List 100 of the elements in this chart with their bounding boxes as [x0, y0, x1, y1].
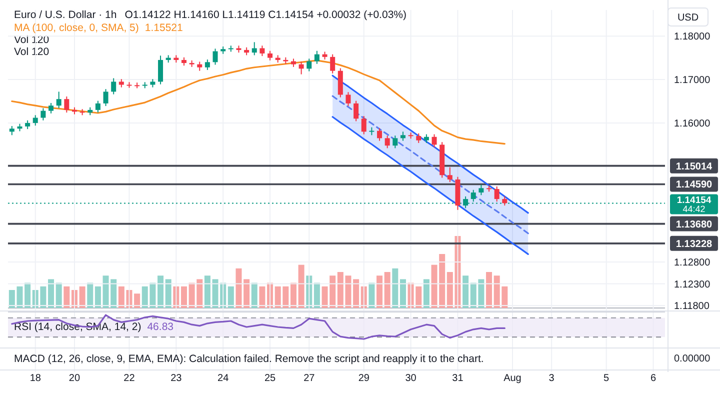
ref-line-label: 1.15014	[676, 161, 713, 172]
bar	[423, 279, 430, 308]
bar	[48, 279, 54, 308]
chart-subtitle: O1.14122 H1.14160 L1.14119 C1.14154 +0.00032 (+0.03%)	[124, 9, 406, 21]
candlestick	[392, 135, 398, 149]
bar	[244, 279, 250, 308]
text: 44:42	[682, 204, 706, 214]
bar	[298, 264, 304, 308]
bar	[392, 268, 398, 308]
y-tick-label: 1.17000	[674, 75, 711, 86]
bar	[158, 276, 164, 308]
candlestick	[346, 92, 351, 107]
candlestick	[502, 196, 508, 206]
x-tick-label: 27	[304, 373, 316, 384]
candlestick	[416, 132, 422, 144]
candlestick	[268, 50, 273, 61]
y-tick-label: 1.11800	[674, 300, 710, 312]
x-tick-label: 29	[358, 373, 370, 384]
text: MA (100, close, 0, SMA, 5)	[14, 22, 139, 34]
ref-line-label: 1.13228	[676, 238, 713, 250]
candlestick	[40, 108, 46, 121]
bar	[236, 268, 242, 308]
x-tick-label: 24	[218, 373, 230, 384]
candlestick	[204, 59, 210, 70]
y-tick-label: 1.16000	[674, 118, 711, 130]
bar	[165, 279, 172, 308]
candlestick	[432, 134, 437, 148]
bar	[204, 276, 210, 308]
x-tick-label: 23	[170, 373, 182, 384]
candlestick	[9, 126, 14, 136]
bar	[94, 286, 101, 308]
x-tick-label: 6	[650, 373, 656, 384]
annotation: Vol 120	[14, 46, 50, 58]
candlestick	[354, 100, 359, 122]
bar	[486, 272, 492, 308]
candlestick	[64, 96, 70, 114]
bar	[400, 279, 406, 308]
bar	[259, 286, 266, 308]
candlestick	[400, 131, 406, 142]
y-tick-label: 1.12800	[674, 258, 711, 269]
x-tick-label: 25	[264, 373, 276, 384]
text: MACD (12, 26, close, 9, EMA, EMA): Calculation failed. Remove the script and reapply it to the chart.	[14, 353, 484, 365]
text: 0.00000	[674, 354, 711, 364]
candlestick	[212, 48, 218, 66]
bar	[462, 276, 469, 308]
bar	[251, 282, 258, 308]
candlestick	[330, 54, 336, 74]
candlestick	[260, 45, 265, 57]
candlestick	[32, 114, 38, 126]
bar	[56, 282, 62, 308]
x-tick-label: 18	[30, 373, 42, 384]
candlestick	[103, 88, 108, 107]
bar	[87, 282, 94, 308]
candlestick	[48, 102, 54, 114]
text: USD	[677, 12, 699, 24]
line-series	[332, 74, 529, 214]
candlestick	[252, 42, 257, 56]
bar	[368, 282, 375, 308]
bar	[384, 272, 390, 308]
ref-line-label: 1.13680	[676, 219, 713, 230]
y-tick-label: 1.18000	[674, 32, 711, 43]
candlestick	[377, 128, 382, 142]
line-series	[332, 95, 529, 234]
bar	[290, 282, 296, 308]
bar	[228, 286, 234, 308]
y-tick-label: 1.12300	[674, 279, 711, 290]
candlestick	[95, 100, 100, 114]
annotation: 46.83	[147, 321, 174, 333]
x-tick-label: 30	[405, 373, 417, 384]
candlestick	[56, 91, 62, 109]
bar	[64, 286, 70, 308]
bar	[314, 282, 320, 308]
bar	[134, 294, 140, 308]
candlestick	[111, 78, 116, 95]
candlestick	[197, 61, 202, 72]
bar	[353, 279, 360, 308]
candlestick	[298, 61, 304, 75]
x-tick-label: 20	[68, 373, 80, 384]
candlestick	[361, 116, 366, 135]
line-series	[332, 116, 529, 256]
x-tick-label: 22	[124, 373, 136, 384]
bar	[24, 282, 31, 308]
x-tick-label: 5	[604, 373, 610, 384]
candlestick	[478, 184, 484, 196]
x-tick-label: 31	[452, 373, 464, 384]
x-tick-label: Aug	[504, 373, 522, 384]
x-tick-label: 3	[548, 373, 555, 384]
candlestick	[494, 186, 500, 202]
candlestick	[314, 50, 320, 64]
ref-line-label: 1.14154	[676, 195, 712, 206]
candlestick	[338, 68, 343, 98]
ref-line-label: 1.14590	[676, 180, 713, 191]
candlestick	[158, 55, 164, 85]
bar	[79, 286, 86, 308]
annotation: 1.15521	[144, 22, 184, 34]
bar	[180, 286, 187, 308]
candlestick	[384, 135, 390, 149]
bar	[376, 276, 383, 308]
candlestick	[306, 58, 312, 72]
candlestick	[447, 166, 452, 183]
